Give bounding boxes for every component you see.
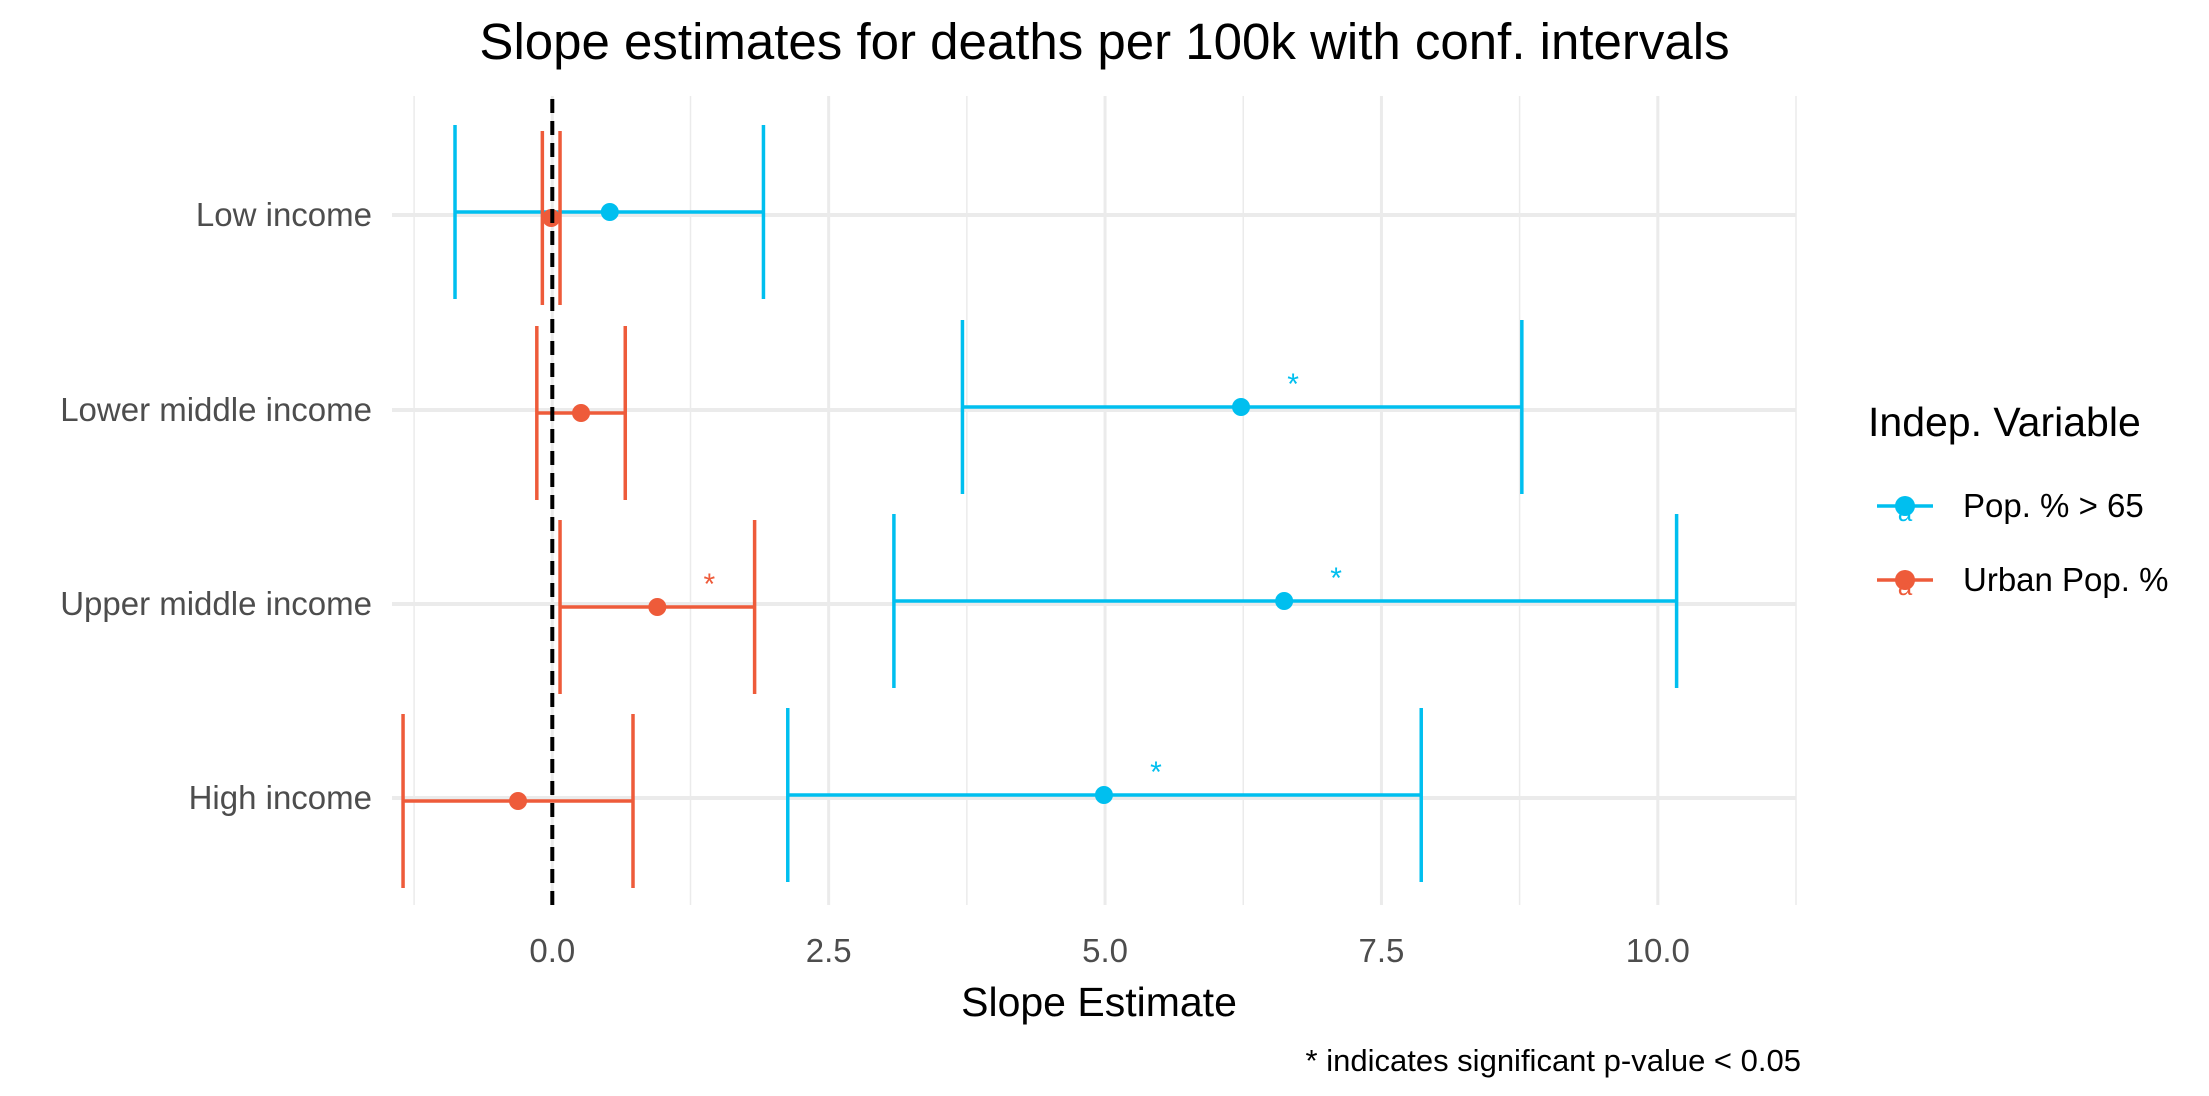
significance-marker: * bbox=[1330, 562, 1342, 595]
legend-key-point bbox=[1895, 496, 1915, 516]
y-tick-label: Lower middle income bbox=[60, 391, 372, 428]
data-point bbox=[1094, 786, 1113, 804]
data-point bbox=[509, 792, 528, 810]
legend-title: Indep. Variable bbox=[1868, 399, 2141, 445]
significance-marker: * bbox=[703, 568, 715, 601]
y-tick-label: Upper middle income bbox=[60, 585, 372, 622]
x-tick-label: 5.0 bbox=[1082, 932, 1128, 969]
y-tick-label: Low income bbox=[196, 196, 372, 233]
data-point bbox=[600, 203, 619, 221]
legend-label: Urban Pop. % bbox=[1963, 561, 2168, 598]
legend-key-glyph: a bbox=[1898, 571, 1913, 601]
data-point bbox=[1232, 398, 1251, 416]
y-tick-label: High income bbox=[189, 779, 372, 816]
significance-marker: * bbox=[1150, 756, 1162, 789]
data-point bbox=[648, 598, 667, 616]
data-point bbox=[1275, 592, 1294, 610]
legend-key-point bbox=[1895, 570, 1915, 590]
legend-label: Pop. % > 65 bbox=[1963, 487, 2144, 524]
chart-caption: * indicates significant p-value < 0.05 bbox=[1305, 1043, 1801, 1078]
x-tick-label: 0.0 bbox=[529, 932, 575, 969]
x-axis-title: Slope Estimate bbox=[961, 979, 1237, 1025]
x-tick-label: 2.5 bbox=[806, 932, 852, 969]
x-tick-label: 7.5 bbox=[1358, 932, 1404, 969]
data-point bbox=[572, 404, 591, 422]
significance-marker: * bbox=[1287, 368, 1299, 401]
x-tick-label: 10.0 bbox=[1626, 932, 1690, 969]
chart-title: Slope estimates for deaths per 100k with… bbox=[479, 13, 1730, 70]
legend-key-glyph: a bbox=[1898, 497, 1913, 527]
